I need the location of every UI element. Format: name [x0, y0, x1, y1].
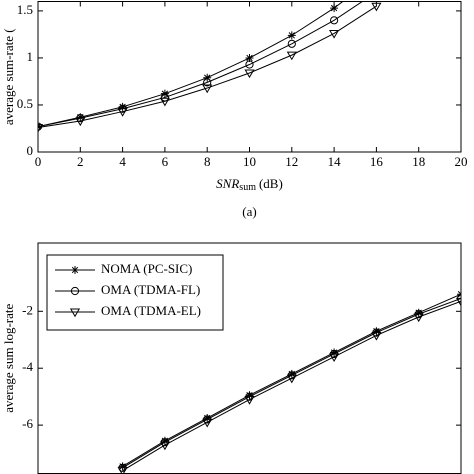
legend-marker — [71, 266, 79, 274]
marker — [329, 353, 340, 363]
marker — [371, 331, 382, 341]
marker — [159, 97, 170, 107]
marker — [203, 414, 212, 423]
legend-label: NOMA (PC-SIC) — [101, 261, 192, 276]
x-tick-label: 6 — [162, 154, 169, 169]
marker — [287, 39, 296, 48]
x-label-main: SNR — [216, 176, 239, 191]
y-axis-label: average sum-rate ( — [1, 28, 16, 125]
legend-marker — [69, 308, 81, 318]
marker — [118, 462, 127, 471]
marker — [330, 16, 339, 25]
marker — [372, 327, 381, 336]
marker — [38, 124, 44, 133]
marker — [245, 60, 254, 69]
legend-label: OMA (TDMA-FL) — [101, 282, 200, 297]
x-label-unit: (dB) — [259, 176, 283, 191]
marker — [244, 69, 255, 79]
x-tick-label: 18 — [412, 154, 425, 169]
legend-marker — [70, 286, 80, 296]
marker — [202, 418, 213, 428]
marker — [329, 29, 340, 39]
x-tick-label: 20 — [455, 154, 468, 169]
x-axis-label: SNRsum (dB) — [216, 176, 283, 193]
x-tick-label: 12 — [285, 154, 298, 169]
series-line — [122, 300, 461, 472]
x-tick-label: 2 — [77, 154, 84, 169]
x-tick-label: 10 — [243, 154, 256, 169]
marker — [117, 108, 128, 117]
x-tick-label: 14 — [328, 154, 342, 169]
y-tick-label: -2 — [22, 302, 33, 317]
plot-series — [38, 1, 382, 133]
marker — [76, 113, 85, 122]
marker — [455, 297, 461, 307]
y-axis-label: average sum log-rate — [1, 304, 16, 413]
x-label-sub: sum — [239, 182, 256, 193]
marker — [413, 313, 424, 323]
y-tick-label: 0.5 — [17, 96, 33, 111]
marker — [245, 53, 254, 62]
marker — [203, 78, 212, 87]
x-tick-label: 0 — [35, 154, 42, 169]
marker — [330, 4, 339, 13]
marker — [286, 51, 297, 61]
marker — [245, 391, 254, 400]
series-line — [38, 5, 377, 129]
marker — [287, 31, 296, 40]
marker — [286, 374, 297, 384]
y-tick-label: -6 — [22, 416, 33, 431]
caption: (a) — [242, 204, 256, 219]
x-tick-label: 16 — [370, 154, 384, 169]
marker — [244, 396, 255, 405]
marker — [160, 436, 169, 445]
y-tick-label: -4 — [22, 359, 33, 374]
legend-box — [46, 254, 224, 331]
marker — [202, 84, 213, 94]
marker — [118, 102, 127, 111]
series-line — [38, 1, 364, 128]
marker — [287, 369, 296, 378]
marker — [330, 348, 339, 357]
x-tick-label: 8 — [204, 154, 211, 169]
y-tick-label: 1.5 — [17, 2, 33, 17]
y-tick-label: 1 — [27, 49, 34, 64]
marker — [159, 441, 170, 451]
marker — [117, 467, 128, 474]
y-tick-label: 0 — [27, 143, 34, 158]
marker — [75, 117, 86, 127]
plot-series — [117, 290, 461, 474]
marker — [371, 2, 382, 12]
x-tick-label: 4 — [119, 154, 126, 169]
marker — [203, 73, 212, 82]
marker — [414, 308, 423, 317]
legend-label: OMA (TDMA-EL) — [101, 303, 201, 318]
